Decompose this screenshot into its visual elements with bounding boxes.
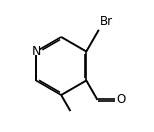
Text: O: O: [116, 93, 125, 106]
Text: N: N: [31, 45, 41, 58]
Text: Br: Br: [100, 15, 113, 28]
